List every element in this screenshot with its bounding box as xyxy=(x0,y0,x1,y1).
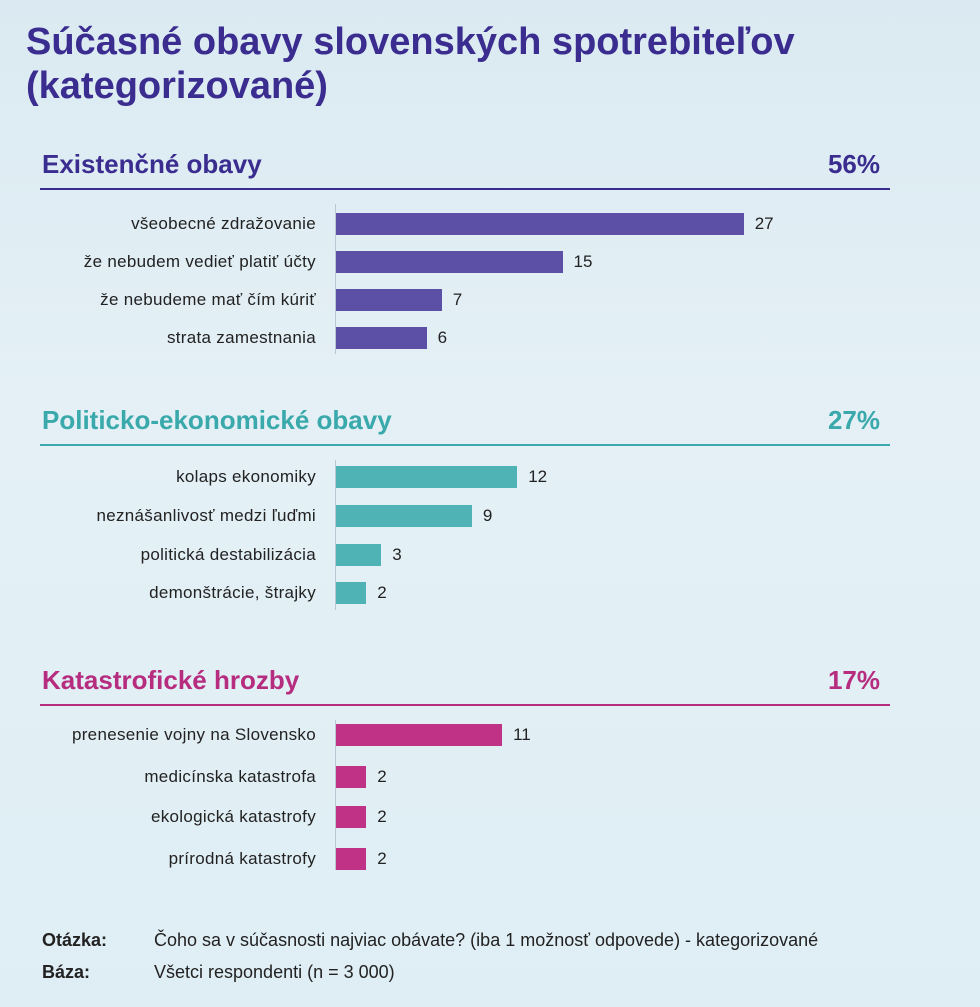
category-label: že nebudeme mať čím kúriť xyxy=(100,290,316,309)
value-label: 2 xyxy=(377,583,387,602)
group-header: Katastrofické hrozby 17% xyxy=(40,662,890,706)
footer-question: Otázka: Čoho sa v súčasnosti najviac obáv… xyxy=(42,930,818,951)
bar xyxy=(336,766,367,788)
category-label: všeobecné zdražovanie xyxy=(131,214,316,233)
category-label: medicínska katastrofa xyxy=(144,767,316,786)
value-label: 2 xyxy=(377,807,387,826)
group-name: Katastrofické hrozby xyxy=(42,665,300,695)
category-label: kolaps ekonomiky xyxy=(176,467,316,486)
bar xyxy=(336,724,503,746)
value-label: 9 xyxy=(482,506,493,525)
group-share: 56% xyxy=(827,149,880,179)
page-title: Súčasné obavy slovenských spotrebiteľov … xyxy=(26,21,795,107)
value-label: 3 xyxy=(392,545,402,564)
value-label: 11 xyxy=(513,725,531,744)
group-share: 27% xyxy=(827,405,880,435)
category-label: strata zamestnania xyxy=(166,328,316,347)
bar xyxy=(336,466,518,488)
value-label: 15 xyxy=(573,252,593,271)
value-label: 12 xyxy=(528,467,548,486)
base-text: Všetci respondenti (n = 3 000) xyxy=(154,962,395,982)
bar xyxy=(336,251,563,273)
axis-line xyxy=(335,720,336,870)
bar xyxy=(336,213,744,235)
value-label: 6 xyxy=(437,328,448,347)
group-header: Existenčné obavy 56% xyxy=(40,146,890,190)
bar xyxy=(336,806,367,828)
category-label: ekologická katastrofy xyxy=(150,807,316,826)
bar xyxy=(336,327,427,349)
group-header: Politicko-ekonomické obavy 27% xyxy=(40,402,890,446)
bar xyxy=(336,848,367,870)
value-label: 7 xyxy=(452,290,463,309)
bar xyxy=(336,289,442,311)
question-label: Otázka: xyxy=(42,930,108,950)
bar xyxy=(336,505,472,527)
category-label: prenesenie vojny na Slovensko xyxy=(71,725,316,744)
group-share: 17% xyxy=(827,665,880,695)
category-label: prírodná katastrofy xyxy=(168,849,316,868)
category-label: demonštrácie, štrajky xyxy=(149,583,316,602)
base-label: Báza: xyxy=(42,962,91,982)
footer-base: Báza: Všetci respondenti (n = 3 000) xyxy=(42,962,395,983)
value-label: 2 xyxy=(377,767,387,786)
bar xyxy=(336,582,367,604)
category-label: politická destabilizácia xyxy=(140,545,316,564)
value-label: 27 xyxy=(754,214,774,233)
bar xyxy=(336,544,382,566)
axis-line xyxy=(335,204,336,354)
question-text: Čoho sa v súčasnosti najviac obávate? (i… xyxy=(154,930,819,950)
category-label: že nebudem vedieť platiť účty xyxy=(83,252,316,271)
axis-line xyxy=(335,460,336,610)
group-name: Existenčné obavy xyxy=(42,149,262,179)
group-name: Politicko-ekonomické obavy xyxy=(42,405,392,435)
category-label: neznášanlivosť medzi ľuďmi xyxy=(96,506,316,525)
value-label: 2 xyxy=(377,849,387,868)
